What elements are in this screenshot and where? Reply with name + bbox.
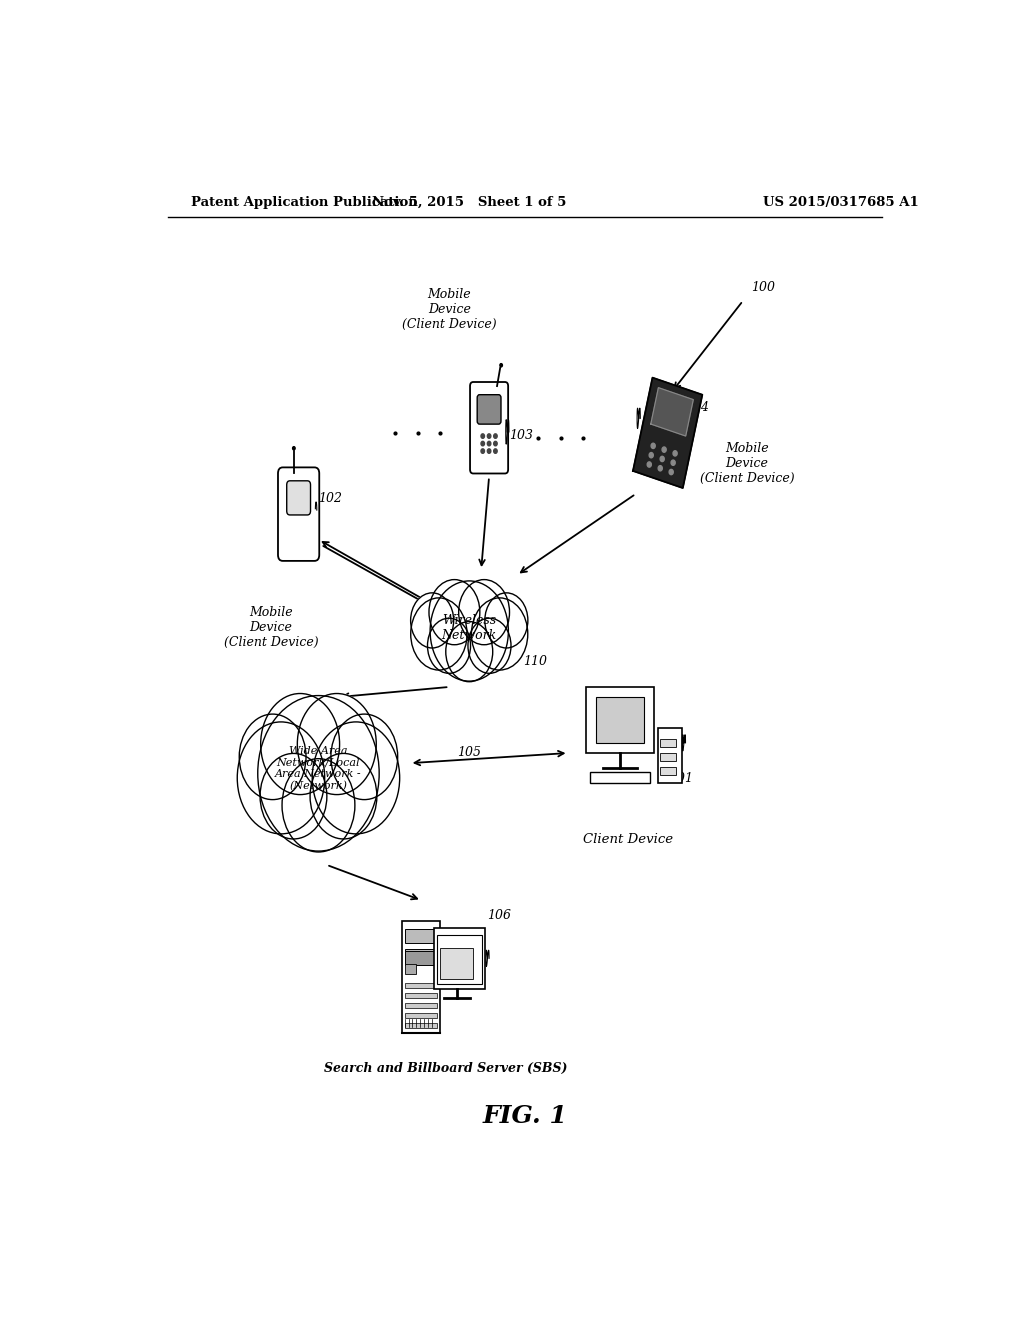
Circle shape xyxy=(429,579,480,644)
Bar xyxy=(660,752,676,762)
Bar xyxy=(590,772,650,784)
Bar xyxy=(404,929,437,942)
Circle shape xyxy=(481,441,484,446)
Text: 110: 110 xyxy=(523,655,547,668)
Text: US 2015/0317685 A1: US 2015/0317685 A1 xyxy=(763,195,919,209)
Bar xyxy=(660,739,676,747)
Circle shape xyxy=(260,754,327,840)
Text: 105: 105 xyxy=(458,747,481,759)
Circle shape xyxy=(312,722,399,834)
Text: Wireless
Network: Wireless Network xyxy=(441,614,497,642)
Bar xyxy=(596,697,644,743)
Circle shape xyxy=(240,714,306,800)
Circle shape xyxy=(500,363,503,367)
Circle shape xyxy=(258,696,379,851)
Bar xyxy=(404,1023,437,1028)
FancyBboxPatch shape xyxy=(470,381,508,474)
Text: 100: 100 xyxy=(751,281,775,294)
FancyBboxPatch shape xyxy=(477,395,501,424)
Circle shape xyxy=(481,434,484,438)
FancyBboxPatch shape xyxy=(287,480,310,515)
Circle shape xyxy=(481,449,484,453)
Bar xyxy=(404,993,437,998)
Bar xyxy=(587,686,653,752)
Bar xyxy=(433,928,485,989)
Circle shape xyxy=(651,444,655,449)
Circle shape xyxy=(494,434,498,438)
Polygon shape xyxy=(651,388,693,436)
Circle shape xyxy=(673,450,677,455)
Bar xyxy=(404,952,437,965)
Bar xyxy=(404,1003,437,1008)
Circle shape xyxy=(427,618,471,673)
Circle shape xyxy=(494,449,498,453)
Circle shape xyxy=(293,446,295,450)
Text: Nov. 5, 2015   Sheet 1 of 5: Nov. 5, 2015 Sheet 1 of 5 xyxy=(372,195,566,209)
Text: Search and Billboard Server (SBS): Search and Billboard Server (SBS) xyxy=(324,1061,567,1074)
Circle shape xyxy=(445,622,493,681)
Text: Client Device: Client Device xyxy=(583,833,673,846)
Bar xyxy=(401,921,440,1032)
Circle shape xyxy=(310,754,377,840)
Circle shape xyxy=(487,441,490,446)
Bar xyxy=(436,935,482,983)
Bar xyxy=(440,948,473,978)
Bar xyxy=(404,1014,437,1018)
Circle shape xyxy=(494,441,498,446)
Text: FIG. 1: FIG. 1 xyxy=(482,1104,567,1127)
Circle shape xyxy=(663,447,667,453)
Bar xyxy=(404,949,437,964)
Text: Patent Application Publication: Patent Application Publication xyxy=(191,195,418,209)
Text: 106: 106 xyxy=(486,909,511,923)
Text: 101: 101 xyxy=(670,772,693,785)
Circle shape xyxy=(238,722,325,834)
Text: Mobile
Device
(Client Device): Mobile Device (Client Device) xyxy=(223,606,318,648)
Circle shape xyxy=(282,759,355,851)
FancyBboxPatch shape xyxy=(278,467,319,561)
Polygon shape xyxy=(633,378,702,488)
Bar xyxy=(660,767,676,775)
Circle shape xyxy=(647,462,651,467)
Circle shape xyxy=(487,449,490,453)
Circle shape xyxy=(411,593,454,648)
Bar xyxy=(404,964,417,974)
Text: 102: 102 xyxy=(318,492,342,506)
Bar xyxy=(404,982,437,987)
Text: 104: 104 xyxy=(685,401,709,414)
Circle shape xyxy=(487,434,490,438)
Text: Mobile
Device
(Client Device): Mobile Device (Client Device) xyxy=(699,442,795,484)
Circle shape xyxy=(331,714,397,800)
Circle shape xyxy=(669,470,673,475)
Circle shape xyxy=(484,593,527,648)
Bar xyxy=(657,727,682,784)
Text: Wide Area
Network/Local
Area Network -
(Network): Wide Area Network/Local Area Network - (… xyxy=(275,746,361,791)
Circle shape xyxy=(430,581,508,681)
Circle shape xyxy=(471,598,527,671)
Text: 103: 103 xyxy=(509,429,532,442)
Circle shape xyxy=(671,461,675,466)
Circle shape xyxy=(459,579,510,644)
Circle shape xyxy=(468,618,511,673)
Circle shape xyxy=(261,693,340,795)
Circle shape xyxy=(411,598,467,671)
Circle shape xyxy=(297,693,376,795)
Circle shape xyxy=(649,453,653,458)
Circle shape xyxy=(660,457,665,462)
Text: Mobile
Device
(Client Device): Mobile Device (Client Device) xyxy=(402,288,497,331)
Circle shape xyxy=(658,466,663,471)
